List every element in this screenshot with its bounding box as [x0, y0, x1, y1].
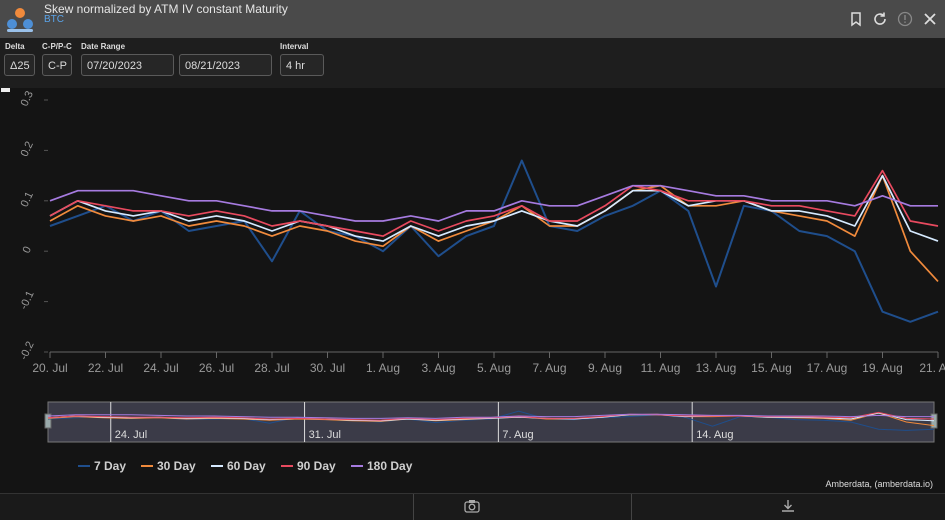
x-tick-label: 9. Aug [588, 361, 622, 375]
cpc-label: C-P/P-C [42, 42, 72, 51]
legend-item[interactable]: 180 Day [351, 459, 413, 473]
y-tick-label: -0.1 [18, 289, 37, 311]
x-tick-label: 22. Jul [88, 361, 123, 375]
footer-toolbar [0, 493, 945, 520]
legend-label: 30 Day [157, 459, 196, 473]
asset-label: BTC [44, 14, 64, 25]
x-tick-label: 11. Aug [641, 361, 681, 375]
legend-item[interactable]: 90 Day [281, 459, 336, 473]
controls-bar: Delta Δ25 C-P/P-C C-P Date Range 07/20/2… [0, 38, 945, 88]
navigator-tick-label: 31. Jul [309, 429, 341, 441]
legend-label: 180 Day [367, 459, 413, 473]
y-tick-label: -0.2 [18, 340, 37, 362]
legend-item[interactable]: 7 Day [78, 459, 126, 473]
x-tick-label: 15. Aug [751, 361, 792, 375]
y-tick-label: 0.2 [19, 140, 36, 159]
refresh-icon[interactable] [872, 11, 888, 27]
x-tick-label: 1. Aug [366, 361, 400, 375]
x-tick-label: 20. Jul [32, 361, 67, 375]
navigator-left-handle[interactable] [44, 413, 52, 429]
x-tick-label: 7. Aug [532, 361, 566, 375]
close-icon[interactable] [922, 11, 938, 27]
navigator-tick-label: 24. Jul [115, 429, 147, 441]
navigator-series-line [47, 412, 935, 422]
navigator-tick-label: 7. Aug [502, 429, 533, 441]
y-tick-label: 0 [21, 245, 34, 256]
legend-label: 60 Day [227, 459, 266, 473]
navigator-series-line [47, 413, 934, 419]
y-tick-label: 0.3 [19, 89, 36, 108]
y-tick-label: 0.1 [19, 190, 36, 209]
navigator-window[interactable] [47, 401, 935, 443]
navigator-tick-label: 14. Aug [696, 429, 733, 441]
cpc-select[interactable]: C-P [42, 54, 72, 76]
chart-header: Skew normalized by ATM IV constant Matur… [0, 0, 945, 38]
x-tick-label: 17. Aug [807, 361, 848, 375]
end-date-input[interactable]: 08/21/2023 [179, 54, 272, 76]
legend-item[interactable]: 60 Day [211, 459, 266, 473]
legend-label: 7 Day [94, 459, 126, 473]
x-tick-label: 24. Jul [143, 361, 178, 375]
interval-select[interactable]: 4 hr [280, 54, 324, 76]
bookmark-icon[interactable] [848, 11, 864, 27]
navigator-series-line [47, 411, 935, 421]
series-line-30-day [49, 174, 939, 282]
x-tick-label: 28. Jul [254, 361, 289, 375]
x-tick-label: 19. Aug [862, 361, 903, 375]
delta-label: Delta [5, 42, 25, 51]
date-range-label: Date Range [81, 42, 126, 51]
x-tick-label: 13. Aug [696, 361, 737, 375]
x-tick-label: 26. Jul [199, 361, 234, 375]
credit-text: Amberdata, (amberdata.io) [825, 479, 933, 489]
series-line-180-day [49, 184, 938, 222]
x-tick-label: 30. Jul [310, 361, 345, 375]
series-line-90-day [49, 169, 939, 237]
navigator-series-line [47, 410, 935, 431]
info-icon[interactable] [897, 11, 913, 27]
delta-select[interactable]: Δ25 [4, 54, 35, 76]
start-date-input[interactable]: 07/20/2023 [81, 54, 174, 76]
amberdata-logo-icon [7, 8, 33, 32]
x-tick-label: 3. Aug [421, 361, 455, 375]
legend-label: 90 Day [297, 459, 336, 473]
chart-title: Skew normalized by ATM IV constant Matur… [44, 2, 288, 16]
download-icon[interactable] [780, 499, 796, 513]
skew-line-chart: 0.3 0.2 0.1 0 -0.1 -0.220. Jul 22. Jul 24. Jul 2… [1, 88, 945, 443]
x-tick-label: 5. Aug [477, 361, 511, 375]
legend-item[interactable]: 30 Day [141, 459, 196, 473]
interval-label: Interval [280, 42, 309, 51]
x-tick-label: 21. A... [919, 361, 945, 375]
chart-legend: 7 Day 30 Day 60 Day 90 Day 180 Day [78, 459, 413, 473]
series-line-60-day [49, 174, 939, 242]
sidebar-toggle-icon[interactable] [1, 88, 10, 92]
camera-icon[interactable] [464, 499, 480, 513]
series-line-7-day [49, 159, 939, 323]
